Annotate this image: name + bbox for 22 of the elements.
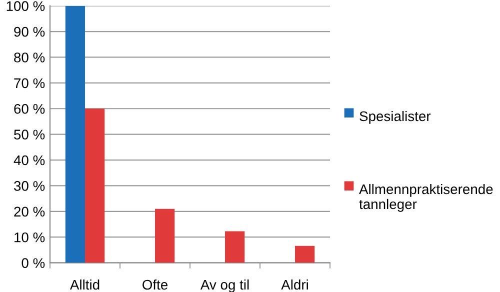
y-tick-label: 80 % <box>14 52 45 62</box>
bar <box>155 208 175 263</box>
bar <box>295 246 315 263</box>
y-tick-label: 10 % <box>14 232 45 242</box>
y-tick-label: 20 % <box>14 206 45 217</box>
legend-label: Spesialister <box>360 110 431 124</box>
bar <box>85 108 105 263</box>
x-tick-label: Ofte <box>142 279 168 290</box>
y-tick-label: 60 % <box>14 104 45 114</box>
legend-label: Allmennpraktiserende tannleger <box>359 184 493 212</box>
y-tick-label: 30 % <box>14 181 45 191</box>
x-tick-label: Alltid <box>70 279 100 290</box>
y-tick-label: 50 % <box>14 130 45 140</box>
y-tick-label: 100 % <box>6 1 45 12</box>
x-tick-label: Aldri <box>281 279 308 290</box>
bar <box>225 231 245 263</box>
bar <box>65 6 85 263</box>
y-tick-label: 90 % <box>14 26 45 37</box>
y-tick-label: 40 % <box>14 155 45 166</box>
y-tick-label: 70 % <box>14 78 45 88</box>
x-tick-label: Av og til <box>200 279 249 292</box>
y-tick-label: 0 % <box>22 258 45 268</box>
